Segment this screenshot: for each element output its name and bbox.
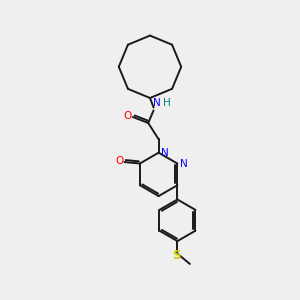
Text: O: O xyxy=(123,110,131,121)
Text: S: S xyxy=(172,250,181,262)
Text: H: H xyxy=(163,98,171,108)
Text: N: N xyxy=(153,98,160,108)
Text: N: N xyxy=(180,159,188,169)
Text: O: O xyxy=(115,156,123,167)
Text: N: N xyxy=(161,148,169,158)
